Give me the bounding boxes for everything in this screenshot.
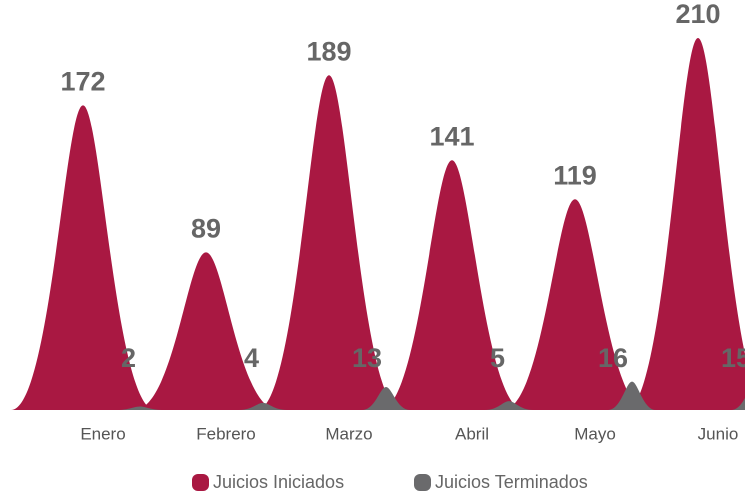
peak — [503, 199, 647, 410]
peak — [134, 252, 278, 410]
peak — [362, 386, 410, 410]
x-tick-label: Marzo — [325, 424, 372, 443]
peak — [626, 38, 745, 410]
legend-swatch — [192, 474, 209, 491]
legend-swatch — [414, 474, 431, 491]
value-label: 13 — [352, 343, 382, 373]
value-label: 16 — [598, 343, 628, 373]
peak — [731, 397, 745, 410]
peak — [380, 160, 524, 410]
value-label: 210 — [675, 0, 720, 29]
value-label: 189 — [306, 36, 351, 66]
peak — [11, 105, 155, 411]
x-tick-label: Enero — [80, 424, 125, 443]
peak — [485, 401, 533, 410]
value-label: 89 — [191, 213, 221, 243]
value-label: 15 — [721, 343, 745, 373]
x-tick-label: Febrero — [196, 424, 256, 443]
peak — [257, 75, 401, 410]
value-label: 2 — [121, 343, 136, 373]
x-tick-label: Mayo — [574, 424, 616, 443]
legend-label: Juicios Terminados — [435, 472, 588, 492]
legend-label: Juicios Iniciados — [213, 472, 344, 492]
value-label: 141 — [429, 121, 474, 151]
value-label: 4 — [244, 343, 259, 373]
peak — [608, 381, 656, 410]
peak — [239, 402, 287, 410]
x-tick-label: Abril — [455, 424, 489, 443]
value-label: 172 — [60, 66, 105, 96]
peak — [116, 406, 164, 410]
x-tick-label: Junio — [698, 424, 739, 443]
value-label: 119 — [553, 160, 597, 190]
value-label: 5 — [490, 343, 505, 373]
